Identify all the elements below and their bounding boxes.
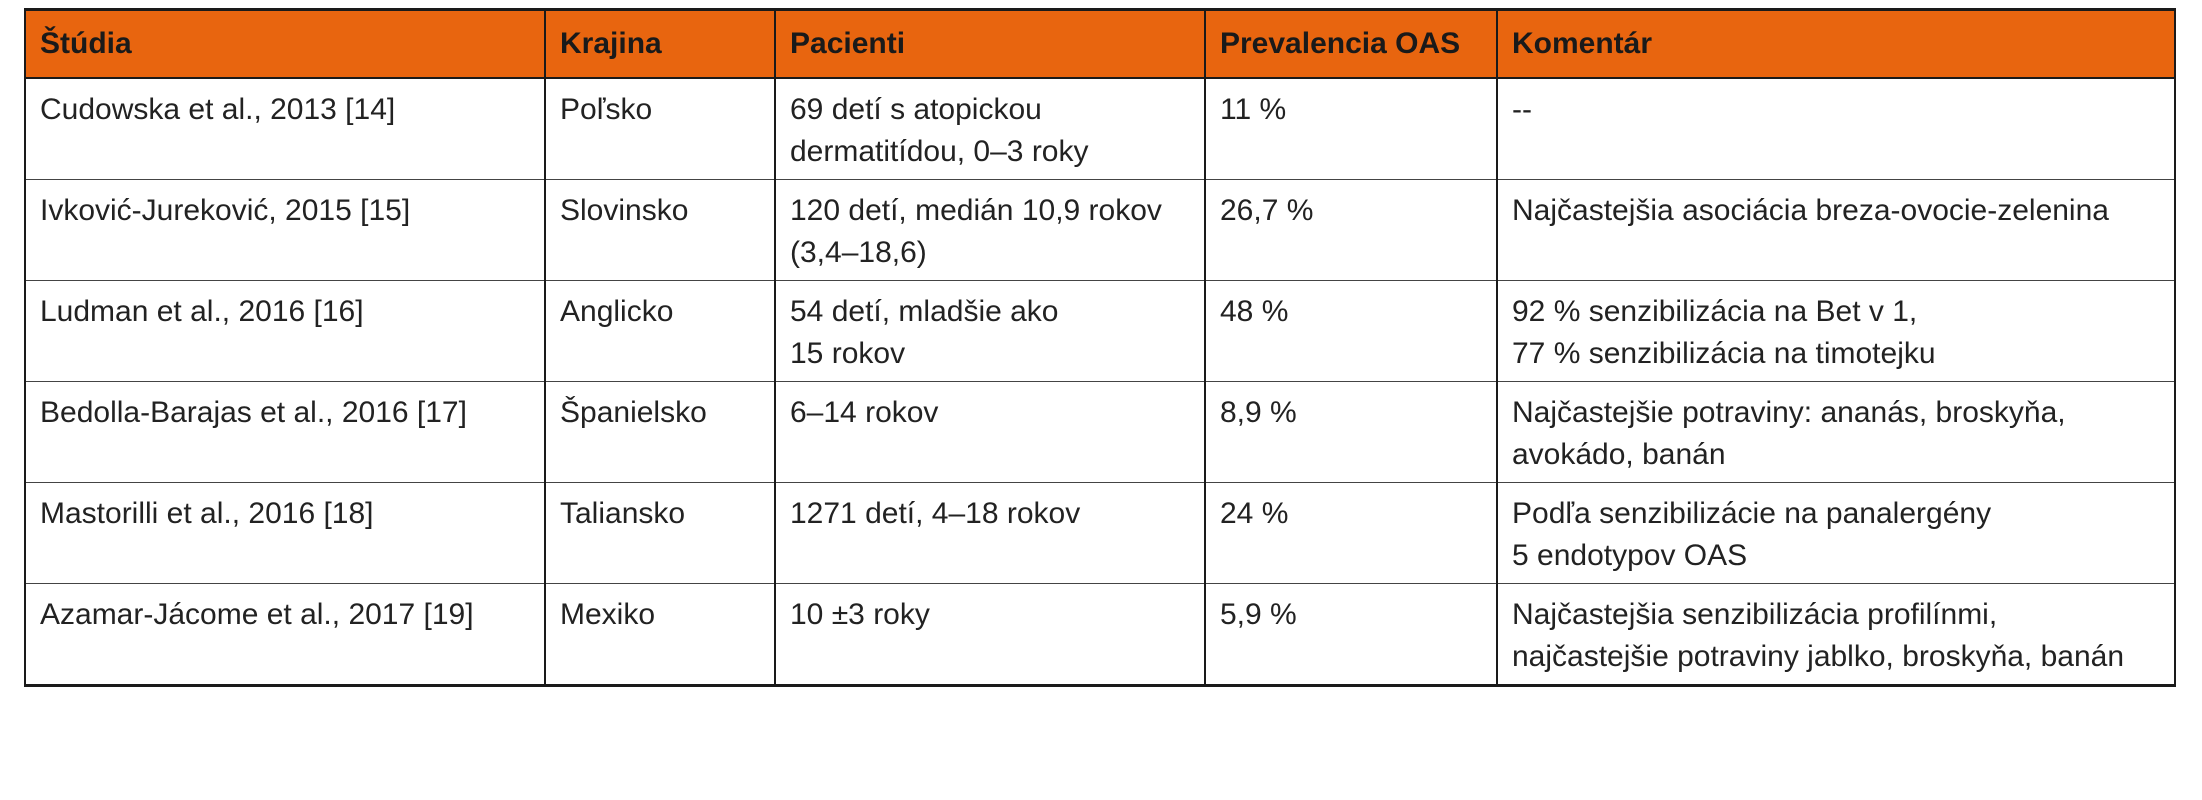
patients-line: (3,4–18,6) bbox=[790, 236, 927, 269]
country-text: Taliansko bbox=[560, 497, 686, 530]
cell-prevalence: 11 % bbox=[1204, 78, 1498, 180]
table-row: Cudowska et al., 2013 [14] Poľsko 69 det… bbox=[24, 78, 2176, 180]
header-patients: Pacienti bbox=[774, 8, 1206, 79]
cell-comment: Podľa senzibilizácie na panalergény 5 en… bbox=[1496, 482, 2176, 584]
country-text: Poľsko bbox=[560, 93, 653, 126]
comment-line: 92 % senzibilizácia na Bet v 1, bbox=[1512, 295, 1918, 328]
cell-patients: 6–14 rokov bbox=[774, 381, 1206, 483]
prevalence-text: 5,9 % bbox=[1220, 598, 1297, 631]
table-row: Ludman et al., 2016 [16] Anglicko 54 det… bbox=[24, 280, 2176, 382]
patients-line: 120 detí, medián 10,9 rokov bbox=[790, 194, 1162, 227]
cell-prevalence: 8,9 % bbox=[1204, 381, 1498, 483]
comment-line: Podľa senzibilizácie na panalergény bbox=[1512, 497, 1992, 530]
comment-line: 5 endotypov OAS bbox=[1512, 539, 1748, 572]
cell-patients: 10 ±3 roky bbox=[774, 583, 1206, 687]
patients-line: 69 detí s atopickou bbox=[790, 93, 1042, 126]
cell-country: Taliansko bbox=[544, 482, 776, 584]
table-body: Cudowska et al., 2013 [14] Poľsko 69 det… bbox=[24, 78, 2176, 687]
comment-line: 77 % senzibilizácia na timotejku bbox=[1512, 337, 1936, 370]
cell-country: Slovinsko bbox=[544, 179, 776, 281]
prevalence-text: 8,9 % bbox=[1220, 396, 1297, 429]
cell-country: Španielsko bbox=[544, 381, 776, 483]
cell-patients: 1271 detí, 4–18 rokov bbox=[774, 482, 1206, 584]
comment-line: -- bbox=[1512, 93, 1532, 126]
cell-prevalence: 24 % bbox=[1204, 482, 1498, 584]
patients-line: 1271 detí, 4–18 rokov bbox=[790, 497, 1081, 530]
table-row: Azamar-Jácome et al., 2017 [19] Mexiko 1… bbox=[24, 583, 2176, 687]
comment-line: avokádo, banán bbox=[1512, 438, 1726, 471]
cell-comment: Najčastejšie potraviny: ananás, broskyňa… bbox=[1496, 381, 2176, 483]
prevalence-text: 26,7 % bbox=[1220, 194, 1314, 227]
study-text: Cudowska et al., 2013 [14] bbox=[40, 93, 396, 126]
comment-line: najčastejšie potraviny jablko, broskyňa,… bbox=[1512, 640, 2125, 673]
comment-line: Najčastejšia senzibilizácia profilínmi, bbox=[1512, 598, 1998, 631]
country-text: Španielsko bbox=[560, 396, 707, 429]
cell-country: Anglicko bbox=[544, 280, 776, 382]
study-text: Bedolla-Barajas et al., 2016 [17] bbox=[40, 396, 467, 429]
study-text: Ludman et al., 2016 [16] bbox=[40, 295, 364, 328]
prevalence-text: 11 % bbox=[1220, 93, 1287, 126]
prevalence-text: 24 % bbox=[1220, 497, 1289, 530]
cell-comment: -- bbox=[1496, 78, 2176, 180]
country-text: Mexiko bbox=[560, 598, 656, 631]
study-text: Mastorilli et al., 2016 [18] bbox=[40, 497, 374, 530]
cell-country: Poľsko bbox=[544, 78, 776, 180]
header-prevalence: Prevalencia OAS bbox=[1204, 8, 1498, 79]
header-row: Štúdia Krajina Pacienti Prevalencia OAS … bbox=[24, 8, 2176, 79]
patients-line: dermatitídou, 0–3 roky bbox=[790, 135, 1089, 168]
study-text: Azamar-Jácome et al., 2017 [19] bbox=[40, 598, 474, 631]
oas-prevalence-table: Štúdia Krajina Pacienti Prevalencia OAS … bbox=[24, 8, 2176, 687]
oas-prevalence-table-container: Štúdia Krajina Pacienti Prevalencia OAS … bbox=[24, 8, 2176, 687]
cell-study: Bedolla-Barajas et al., 2016 [17] bbox=[24, 381, 546, 483]
cell-study: Cudowska et al., 2013 [14] bbox=[24, 78, 546, 180]
cell-patients: 69 detí s atopickou dermatitídou, 0–3 ro… bbox=[774, 78, 1206, 180]
cell-comment: 92 % senzibilizácia na Bet v 1, 77 % sen… bbox=[1496, 280, 2176, 382]
cell-comment: Najčastejšia asociácia breza-ovocie-zele… bbox=[1496, 179, 2176, 281]
cell-comment: Najčastejšia senzibilizácia profilínmi, … bbox=[1496, 583, 2176, 687]
study-text: Ivković-Jureković, 2015 [15] bbox=[40, 194, 411, 227]
country-text: Slovinsko bbox=[560, 194, 689, 227]
header-study: Štúdia bbox=[24, 8, 546, 79]
cell-prevalence: 26,7 % bbox=[1204, 179, 1498, 281]
prevalence-text: 48 % bbox=[1220, 295, 1289, 328]
comment-line: Najčastejšia asociácia breza-ovocie-zele… bbox=[1512, 194, 2109, 227]
cell-patients: 54 detí, mladšie ako 15 rokov bbox=[774, 280, 1206, 382]
table-row: Bedolla-Barajas et al., 2016 [17] Španie… bbox=[24, 381, 2176, 483]
cell-patients: 120 detí, medián 10,9 rokov (3,4–18,6) bbox=[774, 179, 1206, 281]
cell-prevalence: 48 % bbox=[1204, 280, 1498, 382]
comment-line: Najčastejšie potraviny: ananás, broskyňa… bbox=[1512, 396, 2066, 429]
cell-prevalence: 5,9 % bbox=[1204, 583, 1498, 687]
cell-country: Mexiko bbox=[544, 583, 776, 687]
patients-line: 6–14 rokov bbox=[790, 396, 939, 429]
country-text: Anglicko bbox=[560, 295, 674, 328]
table-row: Ivković-Jureković, 2015 [15] Slovinsko 1… bbox=[24, 179, 2176, 281]
table-row: Mastorilli et al., 2016 [18] Taliansko 1… bbox=[24, 482, 2176, 584]
patients-line: 10 ±3 roky bbox=[790, 598, 930, 631]
cell-study: Azamar-Jácome et al., 2017 [19] bbox=[24, 583, 546, 687]
patients-line: 54 detí, mladšie ako bbox=[790, 295, 1059, 328]
cell-study: Ivković-Jureković, 2015 [15] bbox=[24, 179, 546, 281]
cell-study: Mastorilli et al., 2016 [18] bbox=[24, 482, 546, 584]
patients-line: 15 rokov bbox=[790, 337, 906, 370]
header-comment: Komentár bbox=[1496, 8, 2176, 79]
header-country: Krajina bbox=[544, 8, 776, 79]
cell-study: Ludman et al., 2016 [16] bbox=[24, 280, 546, 382]
